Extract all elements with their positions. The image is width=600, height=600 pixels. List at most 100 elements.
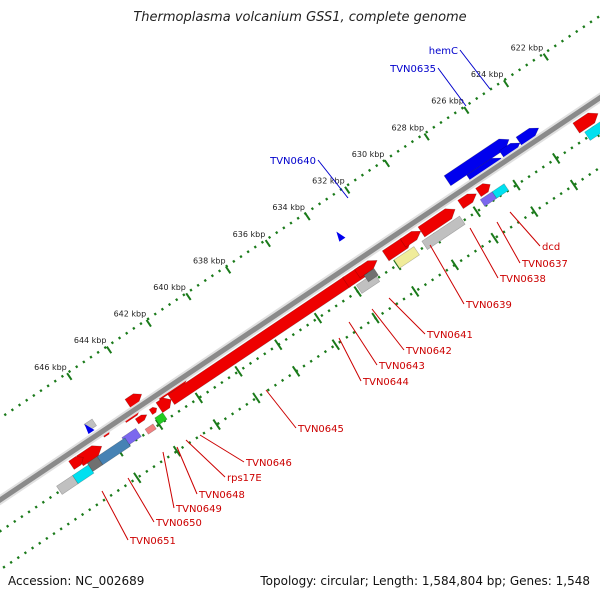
kbp-label: 626 kbp [431,97,464,106]
lower-tick-dot [352,330,356,335]
gene-feature [354,260,378,279]
upper-tick-dot [532,58,536,62]
lower-tick-dot [530,211,535,215]
lower-tick-dot [309,359,313,363]
lower-tick-dot [34,505,38,509]
lower-tick-dot [238,407,242,411]
upper-tick-dot [467,101,472,105]
lower-tick-dot [470,213,474,217]
upper-tick-dot [110,341,114,345]
upper-tick-dot [589,20,593,24]
lower-tick-dot [323,350,328,354]
major-tick [304,212,311,221]
upper-tick-dot [575,29,579,34]
lower-tick-dot [16,555,20,560]
lower-tick-dot [302,364,306,368]
lower-tick-dot [559,192,563,196]
major-tick [291,365,301,377]
lower-tick-dot [216,421,220,426]
major-tick [512,179,521,191]
lower-tick-dot [259,393,263,397]
gene-label: TVN0637 [521,259,568,270]
genome-backbone [0,92,600,506]
lower-tick-dot [327,309,331,313]
lower-tick-dot [66,522,70,526]
upper-tick-dot [67,369,72,374]
gene-feature [491,183,509,199]
lower-tick-dot [41,500,45,504]
lower-tick-dot [245,402,249,406]
major-tick [411,285,420,298]
lower-tick-dot [488,239,492,244]
accession-text: Accession: NC_002689 [8,574,145,588]
kbp-label: 640 kbp [153,283,186,292]
lower-tick-dot [341,299,345,303]
lower-tick-dot [180,445,185,450]
gene-feature [68,456,84,470]
upper-tick-dot [332,192,336,196]
gene-feature [96,437,131,466]
gene-feature [167,276,355,406]
upper-tick-dot [246,250,250,254]
lower-tick-dot [241,366,245,370]
lower-tick-dot [266,388,270,392]
lower-tick-dot [509,225,513,229]
gene-feature [56,475,79,495]
tick-marks [0,15,600,569]
upper-tick-dot [60,374,64,378]
lower-tick-dot [334,304,338,308]
lower-tick-dot [466,254,470,258]
lower-tick-dot [502,230,506,234]
kbp-label: 624 kbp [471,70,504,79]
lower-tick-dot [523,215,528,220]
lower-tick-dot [30,546,35,550]
gene-feature [393,246,420,269]
gene-label: TVN0642 [405,346,452,357]
leader-line [101,490,129,541]
lower-tick-dot [552,196,556,201]
leader-line [429,244,465,305]
leader-line [338,337,362,382]
feature-labels: 622 kbp 624 kbp 626 kbp 628 kbp 630 kbp 632 k… [34,43,568,547]
major-tick [552,152,561,164]
upper-tick-dot [82,360,86,364]
upper-tick-dot [403,144,407,149]
upper-tick-dot [360,173,364,177]
lower-tick-dot [227,376,231,380]
upper-tick-dot [203,278,207,283]
gene-feature [148,406,158,416]
lower-tick-dot [516,220,520,224]
lower-tick-dot [473,249,478,253]
upper-tick-dot [25,398,29,402]
major-tick [274,339,283,351]
lower-tick-dot [2,565,6,569]
lower-tick-dot [159,460,163,464]
major-tick [194,392,204,404]
upper-tick-dot [567,34,572,38]
lower-tick-dot [423,283,428,287]
lower-tick-dot [288,373,292,378]
gene-label: TVN0646 [245,458,292,469]
major-tick [264,239,271,248]
lower-tick-dot [9,560,13,564]
major-tick [450,259,460,271]
upper-tick-dot [282,226,286,230]
major-tick [133,472,142,484]
lower-tick-dot [202,431,206,435]
kbp-label: 634 kbp [272,203,305,212]
gene-label: TVN0644 [362,377,409,388]
major-tick [172,445,182,457]
lower-tick-dot [6,524,10,528]
upper-tick-dot [482,92,486,96]
upper-tick-dot [353,178,357,182]
upper-tick-dot [267,235,272,240]
leader-line [176,446,198,495]
lower-tick-dot [595,168,599,172]
upper-tick-dot [517,68,522,72]
upper-tick-dot [96,350,100,354]
upper-tick-dot [446,116,450,120]
kbp-label: 642 kbp [114,310,147,319]
major-tick [371,312,380,324]
lower-tick-dot [141,433,145,437]
